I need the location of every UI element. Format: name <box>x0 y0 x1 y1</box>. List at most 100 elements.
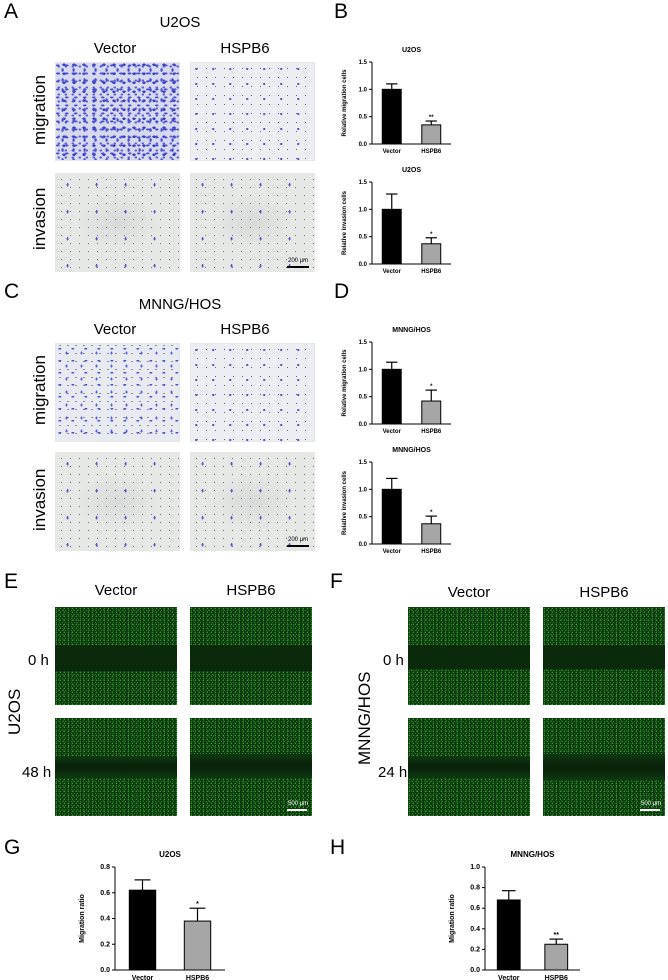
wound-f-0h-vector <box>408 607 530 705</box>
y-tick-label: 0.2 <box>470 946 480 953</box>
micrograph-a-migration-vector <box>55 62 180 161</box>
wound-e-48h-hspb6: 500 μm <box>190 718 312 816</box>
scale-label-f: 500 μm <box>641 801 662 807</box>
scale-bar-a <box>287 266 309 268</box>
x-tick-label: HSPB6 <box>421 549 442 555</box>
significance-label: * <box>196 901 199 908</box>
scale-label-c: 200 μm <box>288 537 309 543</box>
wound-f-0h-hspb6 <box>543 607 665 705</box>
y-tick-label: 0.6 <box>100 890 110 897</box>
bar-vector <box>381 208 402 265</box>
significance-label: * <box>430 384 433 390</box>
panel-letter-c: C <box>4 280 20 303</box>
bar-hspb6 <box>183 920 212 971</box>
micrograph-c-invasion-hspb6: 200 μm <box>190 452 315 551</box>
panel-c-row-invasion: invasion <box>30 468 49 531</box>
y-tick-label: 1.0 <box>359 487 368 493</box>
panel-c-cell-line: MNNG/HOS <box>138 296 222 313</box>
micrograph-c-migration-vector <box>55 343 180 442</box>
bar-hspb6 <box>421 400 442 425</box>
x-tick-label: Vector <box>383 549 402 555</box>
micrograph-a-invasion-hspb6: 200 μm <box>190 173 315 272</box>
x-tick-label: HSPB6 <box>186 975 209 980</box>
y-tick-label: 1.0 <box>359 87 368 93</box>
y-tick-label: 0.5 <box>359 115 368 121</box>
y-tick-label: 0.0 <box>100 967 110 974</box>
y-tick-label: 1.0 <box>359 367 368 373</box>
y-tick-label: 1.5 <box>359 180 368 186</box>
bar-hspb6 <box>421 243 442 265</box>
chart-title: U2OS <box>159 850 181 859</box>
panel-e-row-48h: 48 h <box>22 764 52 781</box>
panel-f-row-0h: 0 h <box>383 652 404 669</box>
panel-e-row-0h: 0 h <box>28 652 49 669</box>
x-tick-label: Vector <box>383 429 402 435</box>
significance-label: * <box>430 232 433 238</box>
micrograph-a-migration-hspb6 <box>190 62 315 161</box>
panel-f-row-24h: 24 h <box>378 764 408 781</box>
panel-e-cell-line: U2OS <box>5 688 24 735</box>
panel-letter-g: G <box>4 836 21 859</box>
y-tick-label: 1.5 <box>359 460 368 466</box>
panel-f-col-hspb6: HSPB6 <box>579 584 629 601</box>
bar-vector <box>381 368 402 425</box>
x-tick-label: HSPB6 <box>545 975 568 980</box>
panel-c-row-migration: migration <box>30 355 49 425</box>
y-tick-label: 0.0 <box>359 542 368 548</box>
significance-label: ** <box>554 932 560 939</box>
y-axis-label: Migration ratio <box>79 894 86 943</box>
significance-label: ** <box>429 115 434 121</box>
y-axis-label: Relative migration cells <box>342 69 348 137</box>
scale-bar-e <box>287 809 307 811</box>
chart-g: U2OS Migration ratio 0.0 0.2 0.4 0.6 0.8 Vector… <box>79 850 225 980</box>
scale-bar-f <box>640 809 660 811</box>
panel-a-col-vector: Vector <box>93 40 137 57</box>
wound-f-24h-hspb6: 500 μm <box>543 718 665 816</box>
chart-title: MNNG/HOS <box>392 447 431 454</box>
y-tick-label: 0.8 <box>470 885 480 892</box>
y-tick-label: 0.8 <box>100 864 110 871</box>
x-tick-label: HSPB6 <box>421 149 442 155</box>
chart-title: MNNG/HOS <box>511 850 556 859</box>
panel-c-col-hspb6: HSPB6 <box>220 321 270 338</box>
y-tick-label: 0.5 <box>359 235 368 241</box>
panel-a-cell-line: U2OS <box>159 14 201 31</box>
micrograph-a-invasion-vector <box>55 173 180 272</box>
bar-vector <box>381 488 402 545</box>
chart-b1: U2OS Relative migration cells 0.0 0.5 1.0 1.5… <box>342 47 451 155</box>
wound-e-48h-vector <box>55 718 177 816</box>
chart-d2: MNNG/HOS Relative invasion cells 0.0 0.5 1.0… <box>342 447 451 555</box>
x-tick-label: Vector <box>132 975 154 980</box>
panel-letter-d: D <box>334 280 350 303</box>
wound-f-24h-vector <box>408 718 530 816</box>
scale-bar-c <box>287 545 309 547</box>
bar-hspb6 <box>421 523 442 545</box>
panel-letter-e: E <box>4 570 19 593</box>
chart-d1: MNNG/HOS Relative migration cells 0.0 0.5 1.… <box>342 327 451 435</box>
significance-label: * <box>430 510 433 516</box>
bar-hspb6 <box>421 124 442 145</box>
panel-f-col-vector: Vector <box>447 584 491 601</box>
y-tick-label: 1.5 <box>359 60 368 66</box>
panel-f-cell-line: MNNG/HOS <box>355 671 374 766</box>
chart-h: MNNG/HOS Migration ratio 0.0 0.2 0.4 0.6 0.8 1.… <box>449 850 580 980</box>
y-axis-label: Relative invasion cells <box>342 470 348 535</box>
y-tick-label: 0.5 <box>359 395 368 401</box>
y-tick-label: 1.5 <box>359 340 368 346</box>
bar-hspb6 <box>544 943 569 971</box>
panel-letter-h: H <box>330 836 346 859</box>
panel-letter-a: A <box>4 0 19 23</box>
y-tick-label: 0.5 <box>359 515 368 521</box>
micrograph-c-migration-hspb6 <box>190 343 315 442</box>
x-tick-label: Vector <box>498 975 520 980</box>
bar-vector <box>496 899 521 971</box>
x-tick-label: HSPB6 <box>421 269 442 275</box>
y-tick-label: 0.0 <box>359 142 368 148</box>
chart-title: U2OS <box>402 47 421 54</box>
chart-title: MNNG/HOS <box>392 327 431 334</box>
x-tick-label: Vector <box>383 269 402 275</box>
scale-label-a: 200 μm <box>288 258 309 264</box>
panel-a-col-hspb6: HSPB6 <box>220 40 270 57</box>
y-tick-label: 0.0 <box>359 422 368 428</box>
panel-e-col-hspb6: HSPB6 <box>226 582 276 599</box>
